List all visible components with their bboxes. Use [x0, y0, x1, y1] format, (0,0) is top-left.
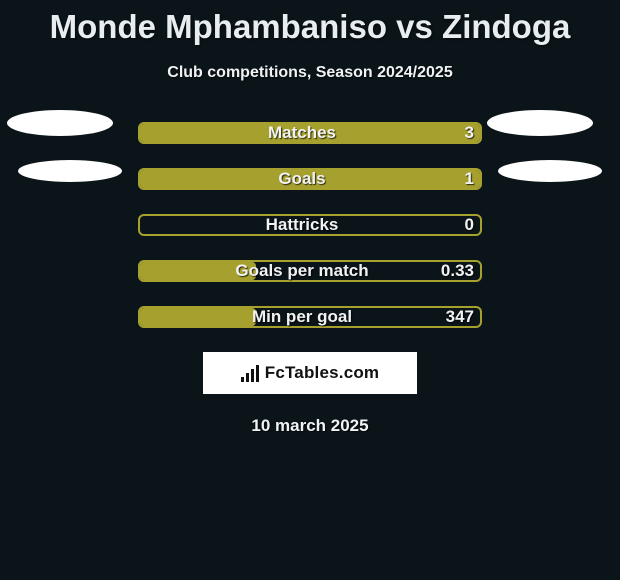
- stat-value: 0.33: [441, 260, 474, 282]
- bar-fill: [140, 170, 480, 188]
- stat-row: Min per goal 347: [0, 306, 620, 328]
- date-text: 10 march 2025: [0, 416, 620, 436]
- bar-chart-icon: [241, 364, 263, 382]
- stat-row: Matches 3: [0, 122, 620, 144]
- stat-value: 1: [465, 168, 474, 190]
- ellipse-icon: [18, 160, 122, 182]
- attribution-text: FcTables.com: [265, 363, 380, 383]
- ellipse-icon: [498, 160, 602, 182]
- stat-value: 3: [465, 122, 474, 144]
- stat-row: Goals 1: [0, 168, 620, 190]
- bar-track: [138, 214, 482, 236]
- subtitle: Club competitions, Season 2024/2025: [0, 64, 620, 82]
- page-title: Monde Mphambaniso vs Zindoga: [0, 0, 620, 46]
- stat-value: 0: [465, 214, 474, 236]
- bar-fill: [140, 308, 256, 326]
- stat-row: Goals per match 0.33: [0, 260, 620, 282]
- stat-row: Hattricks 0: [0, 214, 620, 236]
- ellipse-icon: [7, 110, 113, 136]
- attribution-box: FcTables.com: [203, 352, 417, 394]
- stat-value: 347: [446, 306, 474, 328]
- stat-rows: Matches 3 Goals 1 Hattricks 0 Goals per …: [0, 122, 620, 328]
- bar-fill: [140, 124, 480, 142]
- bar-fill: [140, 262, 256, 280]
- ellipse-icon: [487, 110, 593, 136]
